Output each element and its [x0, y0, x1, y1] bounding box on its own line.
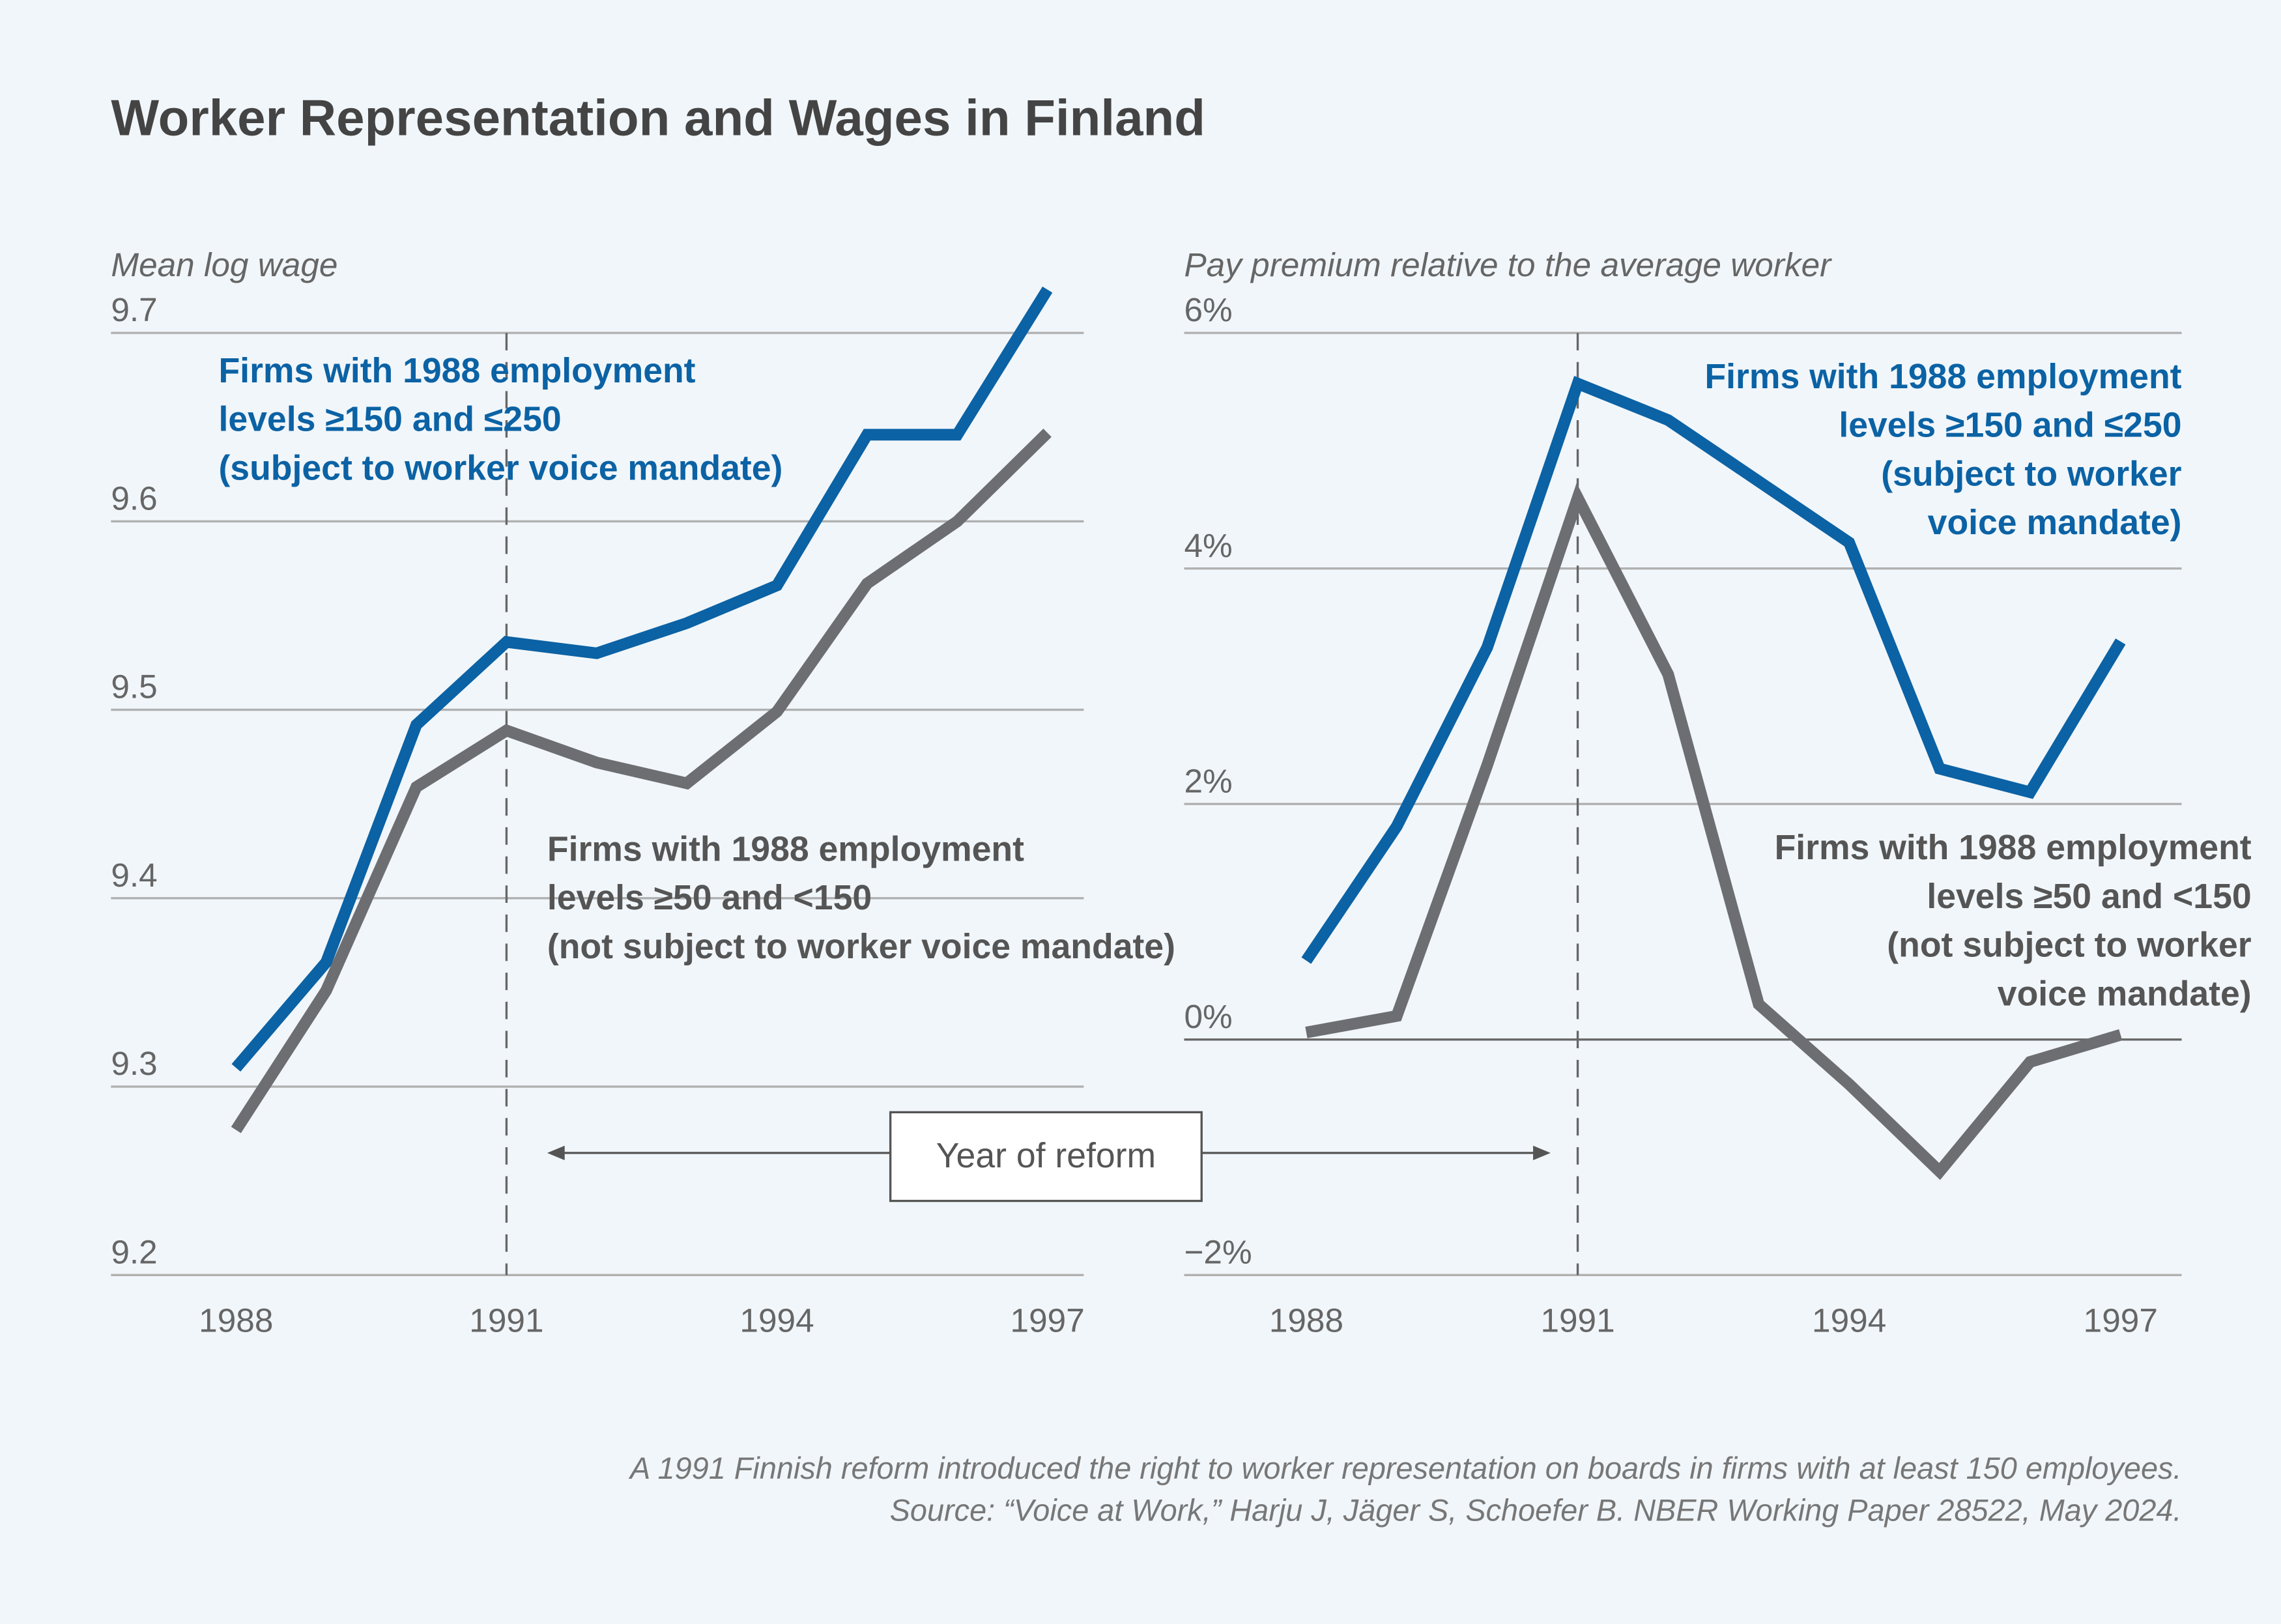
right-blue-series-line	[1301, 376, 2126, 964]
right-gray-series-label: levels ≥50 and <150	[1927, 877, 2251, 916]
left-y-axis-label: Mean log wage	[111, 246, 337, 283]
right-x-tick-label: 1988	[1269, 1302, 1343, 1339]
right-panel: Pay premium relative to the average work…	[1184, 246, 2252, 1339]
footnote-line-1: A 1991 Finnish reform introduced the rig…	[628, 1451, 2182, 1485]
left-y-tick-label: 9.6	[111, 479, 157, 517]
right-blue-series-label: voice mandate)	[1928, 504, 2182, 542]
right-x-tick-label: 1991	[1540, 1302, 1614, 1339]
left-x-tick-label: 1994	[739, 1302, 814, 1339]
left-gray-series-line	[231, 429, 1052, 1133]
left-x-tick-label: 1991	[469, 1302, 543, 1339]
right-y-tick-label: −2%	[1184, 1233, 1252, 1270]
left-arrowhead-icon	[547, 1145, 565, 1161]
right-blue-series-label: Firms with 1988 employment	[1704, 358, 2181, 396]
right-gray-series-label: (not subject to worker	[1887, 926, 2251, 965]
left-x-tick-label: 1997	[1011, 1302, 1085, 1339]
left-blue-series-label: Firms with 1988 employment	[218, 352, 695, 390]
left-gray-series-label: (not subject to worker voice mandate)	[547, 928, 1175, 966]
right-y-tick-label: 6%	[1184, 291, 1232, 328]
right-gray-series-label: voice mandate)	[1998, 975, 2252, 1013]
left-y-tick-label: 9.3	[111, 1045, 157, 1082]
left-blue-series-label: (subject to worker voice mandate)	[218, 449, 782, 488]
right-y-axis-label: Pay premium relative to the average work…	[1184, 246, 1832, 283]
footnote-line-2: Source: “Voice at Work,” Harju J, Jäger …	[890, 1494, 2182, 1528]
left-y-tick-label: 9.2	[111, 1233, 157, 1270]
left-blue-series-label: levels ≥150 and ≤250	[218, 401, 561, 439]
left-y-tick-label: 9.7	[111, 291, 157, 328]
left-blue-series-line	[231, 286, 1053, 1072]
left-x-tick-label: 1988	[199, 1302, 273, 1339]
annotation-box	[889, 1111, 1203, 1203]
left-gray-series-label: levels ≥50 and <150	[547, 879, 872, 917]
chart-title: Worker Representation and Wages in Finla…	[111, 89, 1205, 147]
right-y-tick-label: 2%	[1184, 762, 1232, 799]
right-blue-series-label: (subject to worker	[1881, 455, 2181, 493]
right-y-tick-label: 4%	[1184, 527, 1232, 564]
right-arrowhead-icon	[1533, 1145, 1551, 1161]
left-y-tick-label: 9.4	[111, 857, 157, 894]
right-y-tick-label: 0%	[1184, 998, 1232, 1035]
right-x-tick-label: 1994	[1812, 1302, 1886, 1339]
annotation-text: Year of reform	[936, 1137, 1156, 1175]
right-gray-series-label: Firms with 1988 employment	[1775, 829, 2252, 867]
left-y-tick-label: 9.5	[111, 668, 157, 705]
right-blue-series-label: levels ≥150 and ≤250	[1839, 406, 2181, 445]
left-panel: Mean log wage 9.7 9.6 9.5 9.4 9.3 9.2 1988 1991…	[111, 246, 1175, 1339]
reform-annotation: Year of reform	[547, 1111, 1551, 1203]
right-x-tick-label: 1997	[2084, 1302, 2158, 1339]
left-gray-series-label: Firms with 1988 employment	[547, 830, 1024, 868]
right-gray-series-line	[1305, 483, 2123, 1180]
